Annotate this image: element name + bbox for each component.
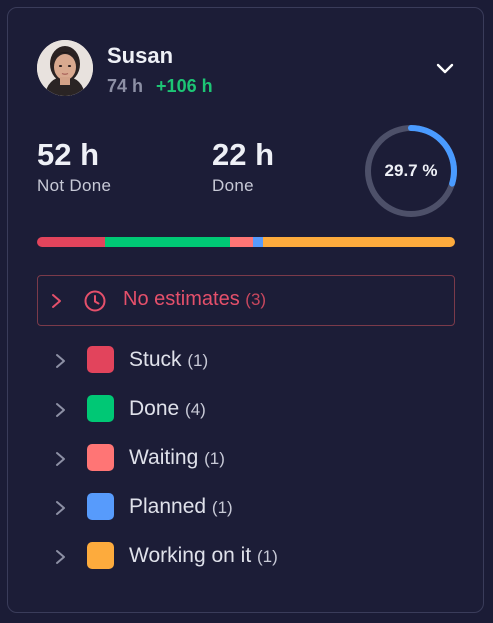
- status-name: Stuck: [129, 348, 182, 371]
- clock-icon: [83, 289, 107, 318]
- status-label: Done (4): [129, 397, 206, 421]
- status-color-swatch: [87, 444, 114, 471]
- progress-segment-waiting: [229, 237, 253, 247]
- no-estimates-count: (3): [245, 290, 267, 309]
- chevron-right-icon[interactable]: [50, 292, 64, 315]
- user-header: Susan 74 h +106 h: [37, 40, 457, 100]
- chevron-right-icon[interactable]: [54, 401, 68, 424]
- progress-segment-planned: [252, 237, 264, 247]
- chevron-right-icon[interactable]: [54, 450, 68, 473]
- not-done-label: Not Done: [37, 176, 112, 195]
- done-hours: 22 h: [212, 137, 275, 172]
- chevron-right-icon[interactable]: [54, 352, 68, 375]
- done-stat: 22 h Done: [212, 139, 274, 196]
- status-count: (1): [257, 547, 278, 566]
- user-workload-card: Susan 74 h +106 h 52 h Not Done 22 h Don…: [7, 7, 484, 613]
- status-row-planned[interactable]: Planned (1): [45, 493, 445, 523]
- status-name: Done: [129, 397, 180, 420]
- status-label: Stuck (1): [129, 348, 208, 372]
- completion-donut: [365, 125, 457, 217]
- not-done-stat: 52 h Not Done: [37, 139, 111, 196]
- not-done-hours: 52 h: [37, 137, 100, 172]
- status-row-working-on-it[interactable]: Working on it (1): [45, 542, 445, 572]
- progress-segment-working-on-it: [263, 237, 455, 247]
- status-count: (4): [185, 400, 206, 419]
- status-row-done[interactable]: Done (4): [45, 395, 445, 425]
- chevron-right-icon[interactable]: [54, 499, 68, 522]
- status-row-stuck[interactable]: Stuck (1): [45, 346, 445, 376]
- no-estimates-text: No estimates: [123, 288, 240, 310]
- progress-segment-stuck: [37, 237, 106, 247]
- no-estimates-row[interactable]: No estimates (3): [37, 275, 455, 326]
- completion-donut-arc: [365, 125, 457, 217]
- user-name: Susan: [107, 43, 174, 68]
- total-hours: 74 h: [107, 76, 144, 96]
- status-label: Waiting (1): [129, 446, 225, 470]
- extra-hours: +106 h: [156, 76, 213, 96]
- status-count: (1): [204, 449, 225, 468]
- no-estimates-label: No estimates (3): [123, 288, 266, 311]
- status-row-waiting[interactable]: Waiting (1): [45, 444, 445, 474]
- status-label: Planned (1): [129, 495, 233, 519]
- progress-segment-done: [105, 237, 230, 247]
- status-progress-bar: [37, 237, 455, 247]
- chevron-right-icon[interactable]: [54, 548, 68, 571]
- status-count: (1): [211, 498, 233, 517]
- done-label: Done: [212, 176, 254, 195]
- status-name: Waiting: [129, 446, 199, 469]
- status-color-swatch: [87, 493, 114, 520]
- status-name: Planned: [129, 495, 207, 518]
- status-color-swatch: [87, 395, 114, 422]
- hours-summary: 74 h +106 h: [107, 76, 213, 97]
- avatar: [37, 40, 93, 96]
- completion-percent: 29.7 %: [384, 161, 438, 180]
- status-count: (1): [187, 351, 209, 370]
- chevron-down-icon[interactable]: [433, 56, 457, 80]
- status-label: Working on it (1): [129, 544, 278, 568]
- status-color-swatch: [87, 542, 114, 569]
- status-color-swatch: [87, 346, 114, 373]
- status-name: Working on it: [129, 544, 252, 567]
